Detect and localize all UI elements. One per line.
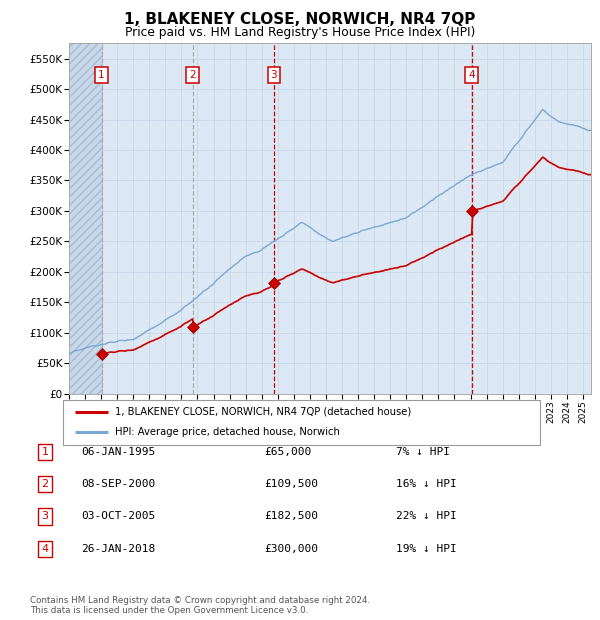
Text: 06-JAN-1995: 06-JAN-1995 (81, 447, 155, 457)
Text: 19% ↓ HPI: 19% ↓ HPI (396, 544, 457, 554)
Text: 2: 2 (189, 70, 196, 80)
Text: £182,500: £182,500 (264, 512, 318, 521)
FancyBboxPatch shape (63, 400, 540, 445)
Text: 2: 2 (41, 479, 49, 489)
Text: 26-JAN-2018: 26-JAN-2018 (81, 544, 155, 554)
Text: £109,500: £109,500 (264, 479, 318, 489)
Text: £300,000: £300,000 (264, 544, 318, 554)
Text: 1: 1 (98, 70, 105, 80)
Text: 22% ↓ HPI: 22% ↓ HPI (396, 512, 457, 521)
Text: Contains HM Land Registry data © Crown copyright and database right 2024.: Contains HM Land Registry data © Crown c… (30, 596, 370, 605)
Text: 1, BLAKENEY CLOSE, NORWICH, NR4 7QP (detached house): 1, BLAKENEY CLOSE, NORWICH, NR4 7QP (det… (115, 407, 412, 417)
Text: HPI: Average price, detached house, Norwich: HPI: Average price, detached house, Norw… (115, 427, 340, 438)
Text: Price paid vs. HM Land Registry's House Price Index (HPI): Price paid vs. HM Land Registry's House … (125, 26, 475, 39)
Text: 1, BLAKENEY CLOSE, NORWICH, NR4 7QP: 1, BLAKENEY CLOSE, NORWICH, NR4 7QP (124, 12, 476, 27)
Bar (69, 43, 101, 394)
Text: 16% ↓ HPI: 16% ↓ HPI (396, 479, 457, 489)
Text: 7% ↓ HPI: 7% ↓ HPI (396, 447, 450, 457)
Text: 03-OCT-2005: 03-OCT-2005 (81, 512, 155, 521)
Text: 1: 1 (41, 447, 49, 457)
Text: 4: 4 (41, 544, 49, 554)
Text: £65,000: £65,000 (264, 447, 311, 457)
Text: 4: 4 (469, 70, 475, 80)
Text: 3: 3 (271, 70, 277, 80)
Text: 3: 3 (41, 512, 49, 521)
Text: 08-SEP-2000: 08-SEP-2000 (81, 479, 155, 489)
Text: This data is licensed under the Open Government Licence v3.0.: This data is licensed under the Open Gov… (30, 606, 308, 615)
